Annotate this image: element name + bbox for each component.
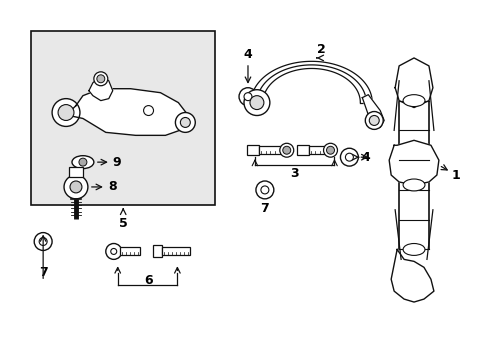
Circle shape xyxy=(58,105,74,121)
Circle shape xyxy=(34,233,52,251)
Ellipse shape xyxy=(402,243,424,255)
FancyBboxPatch shape xyxy=(258,146,286,154)
FancyBboxPatch shape xyxy=(69,167,83,177)
Ellipse shape xyxy=(72,156,94,168)
FancyBboxPatch shape xyxy=(296,145,308,155)
FancyBboxPatch shape xyxy=(246,145,258,155)
Text: 6: 6 xyxy=(144,274,153,287)
FancyBboxPatch shape xyxy=(120,247,139,255)
Circle shape xyxy=(340,148,358,166)
Circle shape xyxy=(261,186,268,194)
Circle shape xyxy=(175,113,195,132)
Circle shape xyxy=(368,116,379,125)
Circle shape xyxy=(180,117,190,127)
Text: 3: 3 xyxy=(290,167,299,180)
FancyBboxPatch shape xyxy=(162,247,190,255)
Text: 9: 9 xyxy=(113,156,121,168)
Text: 7: 7 xyxy=(39,266,47,279)
Circle shape xyxy=(52,99,80,126)
Circle shape xyxy=(244,90,269,116)
Circle shape xyxy=(345,153,353,161)
Circle shape xyxy=(244,93,251,100)
Ellipse shape xyxy=(402,179,424,191)
Polygon shape xyxy=(394,58,432,108)
Circle shape xyxy=(97,75,104,83)
Circle shape xyxy=(105,243,122,260)
Circle shape xyxy=(323,143,337,157)
Polygon shape xyxy=(388,140,438,185)
FancyBboxPatch shape xyxy=(308,146,330,154)
Polygon shape xyxy=(390,249,433,302)
Circle shape xyxy=(39,238,47,246)
Text: 4: 4 xyxy=(243,48,252,61)
Polygon shape xyxy=(69,89,188,135)
Circle shape xyxy=(239,88,256,105)
Text: 8: 8 xyxy=(107,180,116,193)
Text: 7: 7 xyxy=(260,202,269,215)
Circle shape xyxy=(282,146,290,154)
Circle shape xyxy=(70,181,82,193)
Text: 4: 4 xyxy=(361,151,369,164)
Bar xyxy=(31,31,215,205)
Circle shape xyxy=(111,248,117,255)
FancyBboxPatch shape xyxy=(152,246,162,257)
Circle shape xyxy=(326,146,334,154)
Ellipse shape xyxy=(402,95,424,107)
Text: 2: 2 xyxy=(317,43,325,56)
Circle shape xyxy=(255,181,273,199)
Text: 5: 5 xyxy=(119,217,127,230)
Circle shape xyxy=(64,175,88,199)
Circle shape xyxy=(365,112,383,129)
Circle shape xyxy=(143,105,153,116)
Polygon shape xyxy=(362,95,384,127)
Circle shape xyxy=(279,143,293,157)
Circle shape xyxy=(79,158,87,166)
Circle shape xyxy=(249,96,264,109)
Text: 1: 1 xyxy=(451,168,460,181)
Polygon shape xyxy=(89,76,113,100)
Circle shape xyxy=(94,72,107,86)
